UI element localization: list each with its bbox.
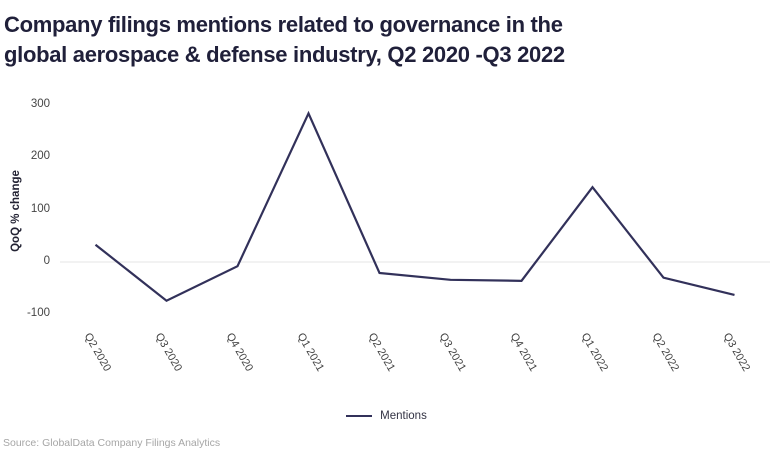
legend-label: Mentions [380, 410, 427, 422]
y-tick-label: 0 [43, 255, 50, 267]
source-note: Source: GlobalData Company Filings Analy… [3, 437, 221, 449]
y-tick-label: -100 [26, 307, 50, 320]
y-tick-label: 300 [30, 98, 50, 110]
chart-title-line2: global aerospace & defense industry, Q2 … [4, 42, 565, 67]
legend: Mentions [0, 410, 773, 422]
chart-title: Company filings mentions related to gove… [4, 10, 565, 70]
series-line-mentions [94, 110, 735, 303]
y-tick-label: 100 [30, 202, 50, 215]
legend-line-swatch [346, 415, 373, 417]
chart-title-line1: Company filings mentions related to gove… [4, 12, 563, 37]
y-tick-label: 200 [30, 150, 50, 163]
